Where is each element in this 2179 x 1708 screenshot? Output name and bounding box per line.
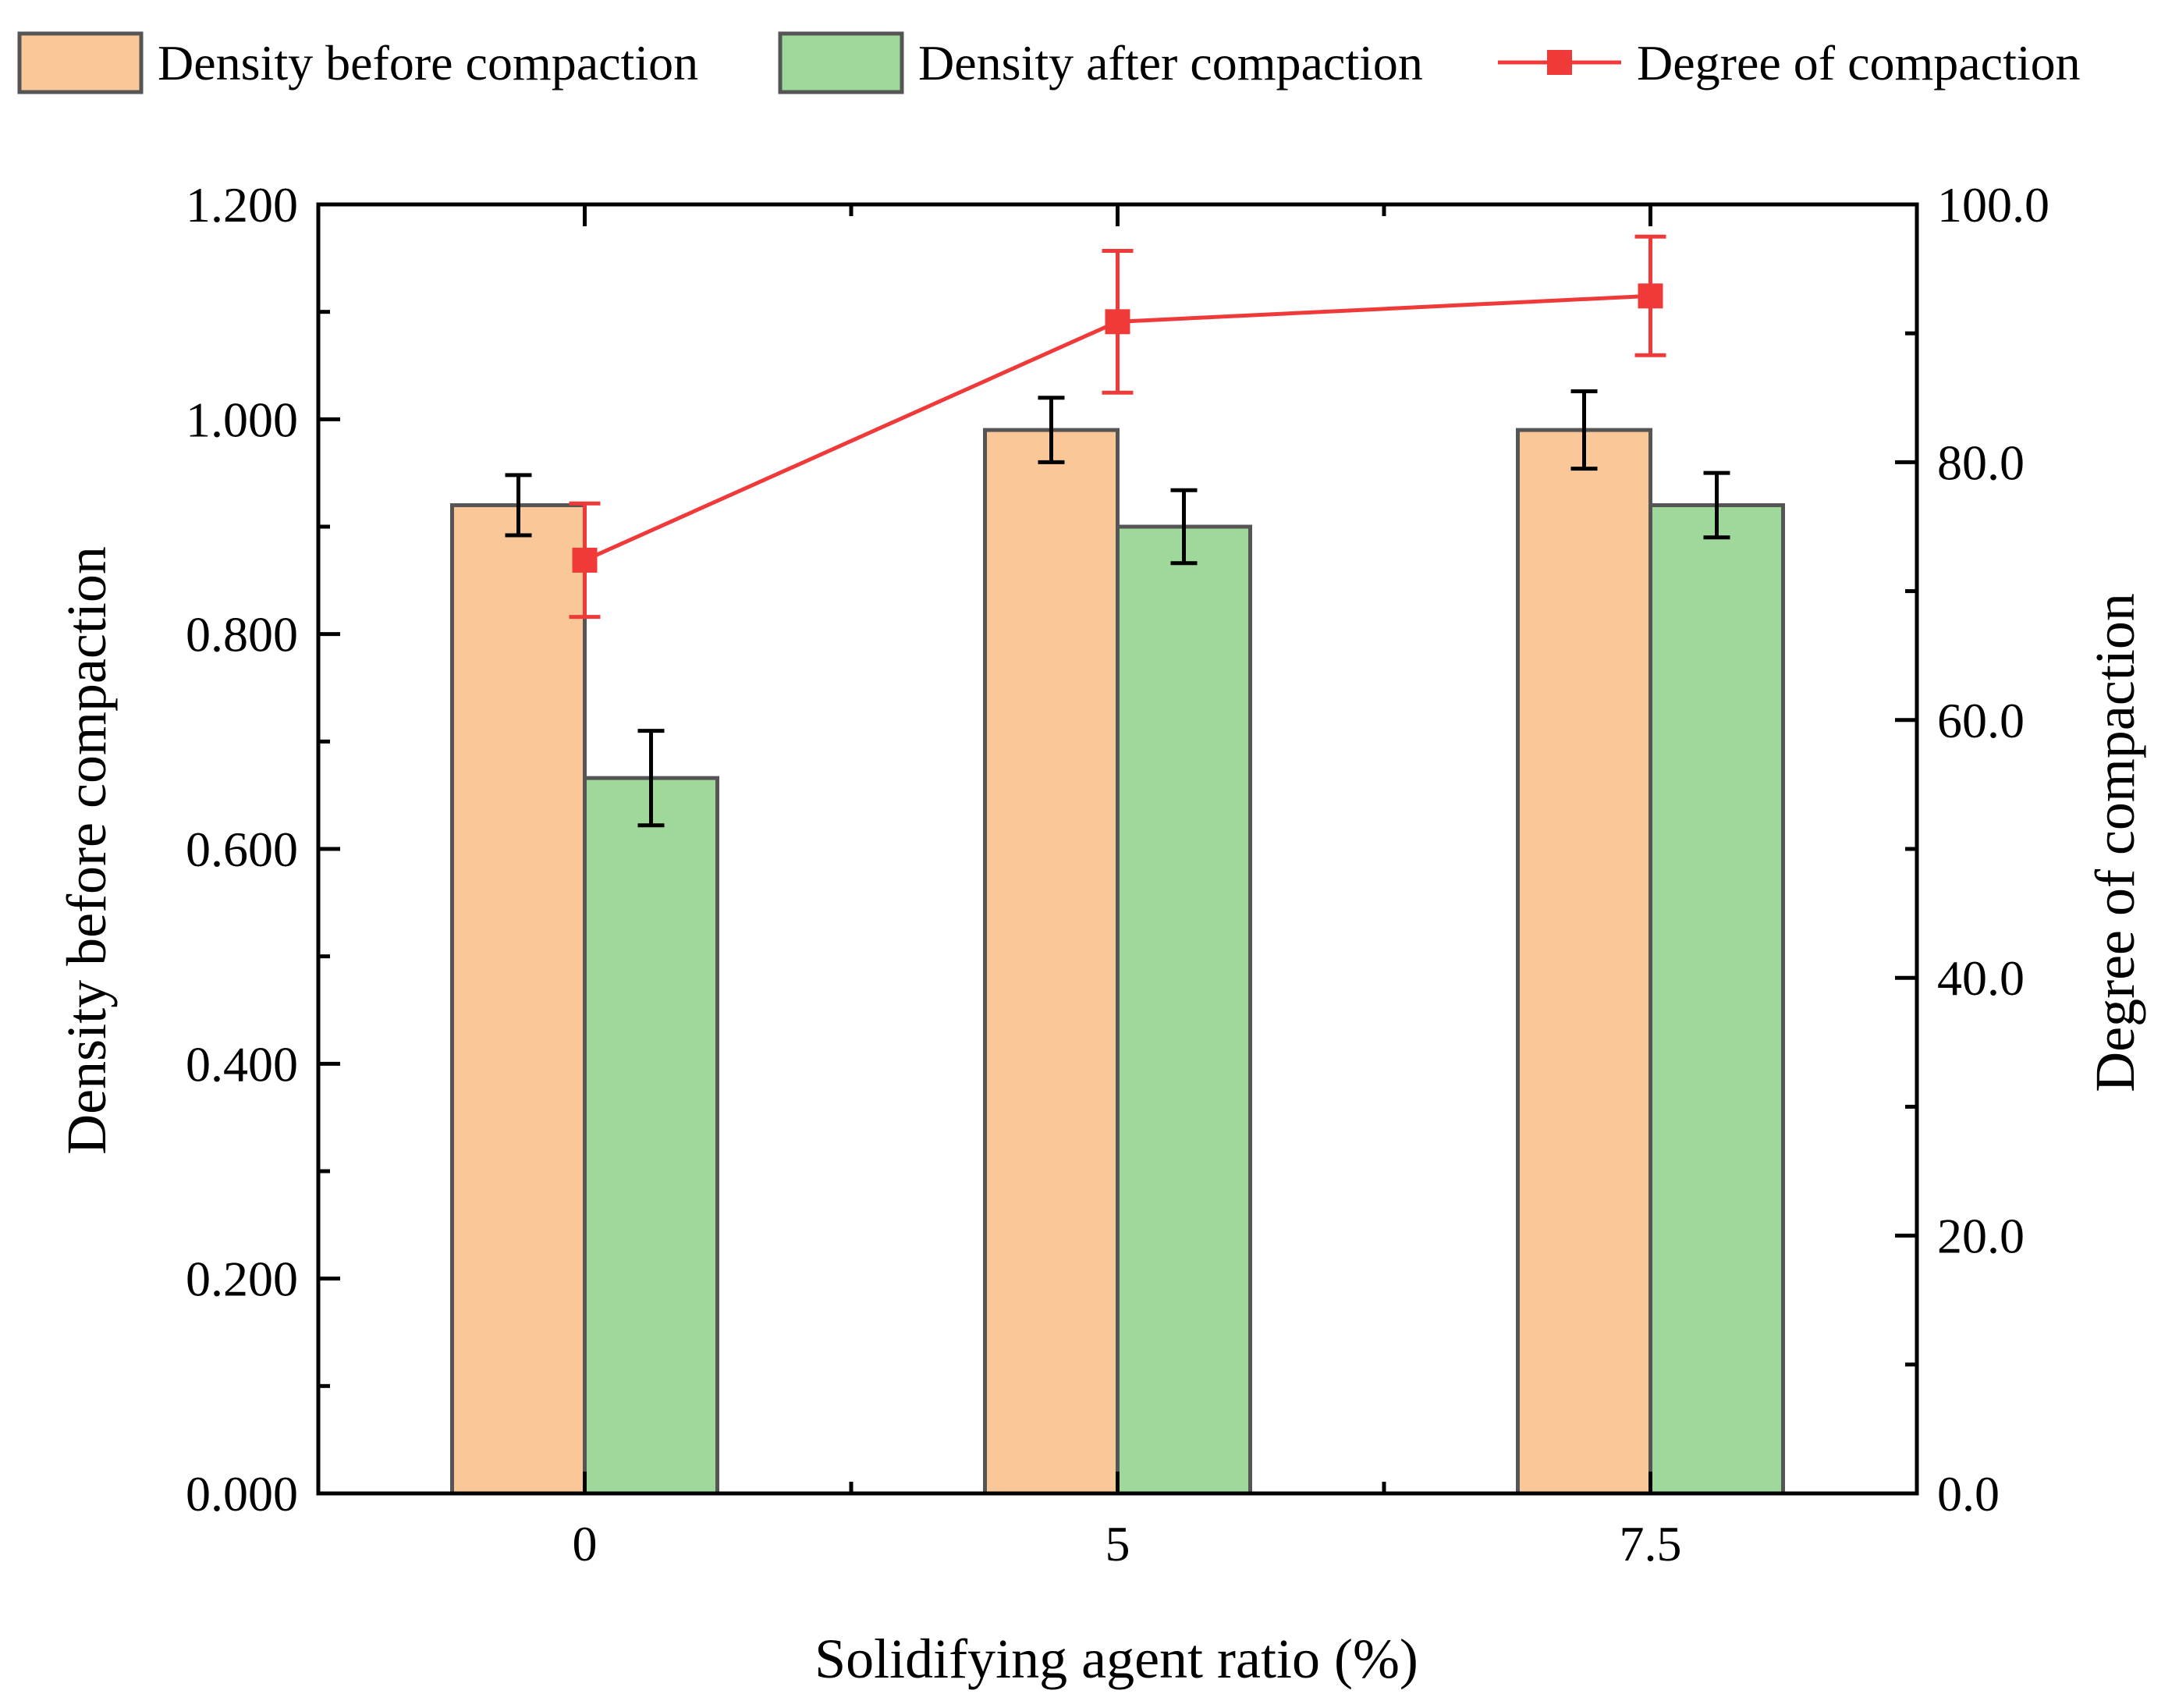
error-bar-before-7.5: [1570, 389, 1598, 471]
degree-marker-7.5: [1638, 283, 1663, 309]
error-bar-after-5: [1170, 488, 1198, 566]
x-tick-label: 5: [1105, 1516, 1130, 1571]
y-tick-label: 0.400: [186, 1036, 298, 1092]
y2-tick-label: 40.0: [1937, 950, 2025, 1006]
legend-swatch-density-before: [17, 31, 144, 94]
bar-after-5: [1116, 524, 1252, 1496]
y2-tick-label: 60.0: [1937, 693, 2025, 748]
legend-label-degree: Degree of compaction: [1637, 35, 2081, 91]
y2-tick-label: 100.0: [1937, 177, 2049, 233]
y-tick-label: 1.000: [186, 392, 298, 447]
y-tick-label: 0.600: [186, 822, 298, 877]
y2-tick-label: 20.0: [1937, 1209, 2025, 1264]
legend-marker-degree: [1547, 50, 1572, 75]
plot-area: 0.000 0.200 0.400 0.600 0.800 1.000 1.200 0.0 20…: [186, 177, 2049, 1571]
y-tick-label: 1.200: [186, 177, 298, 233]
error-bar-after-0: [637, 729, 665, 828]
error-bar-after-7.5: [1703, 470, 1730, 540]
y2-tick-label: 80.0: [1937, 435, 2025, 490]
x-axis-title: Solidifying agent ratio (%): [814, 1628, 1418, 1690]
legend-label-density-after: Density after compaction: [918, 35, 1423, 91]
degree-marker-0: [572, 547, 598, 573]
y2-axis-title: Degree of compaction: [2084, 593, 2146, 1092]
bar-before-0: [450, 502, 587, 1496]
y-tick-label: 0.200: [186, 1252, 298, 1307]
legend-label-density-before: Density before compaction: [158, 35, 698, 91]
bar-after-0: [583, 776, 719, 1496]
bar-before-7.5: [1516, 428, 1652, 1496]
x-tick-label: 7.5: [1620, 1516, 1682, 1571]
legend-swatch-density-after: [778, 31, 904, 94]
error-bar-before-5: [1038, 396, 1065, 464]
x-tick-label: 0: [573, 1516, 598, 1571]
error-bar-before-0: [505, 473, 532, 538]
legend: Density before compaction Density after …: [17, 31, 2081, 94]
y2-tick-label: 0.0: [1937, 1466, 2000, 1522]
bar-after-7.5: [1648, 502, 1785, 1496]
degree-marker-5: [1105, 309, 1130, 335]
y-tick-label: 0.000: [186, 1466, 298, 1522]
bar-before-5: [983, 428, 1120, 1496]
y-axis-title: Density before compaction: [55, 546, 118, 1155]
y-tick-label: 0.800: [186, 607, 298, 662]
